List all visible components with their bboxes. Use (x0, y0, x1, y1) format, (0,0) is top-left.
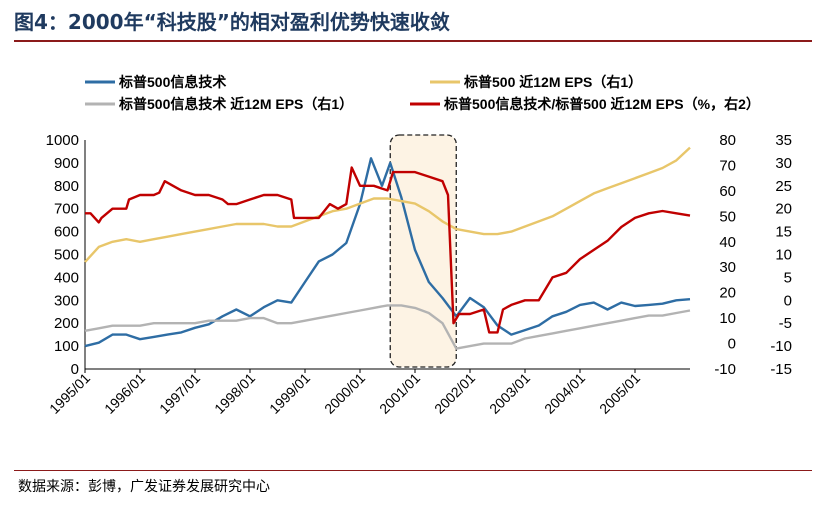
x-tick-label: 2005/01 (596, 370, 643, 417)
y-right1-tick-label: 60 (719, 183, 736, 200)
y-left-tick-label: 200 (54, 315, 79, 332)
series-line-4 (85, 166, 691, 334)
title-divider (14, 40, 812, 42)
x-tick-label: 2003/01 (486, 370, 533, 417)
y-right2-tick-label: 30 (775, 155, 792, 172)
y-left-tick-label: 600 (54, 224, 79, 241)
y-right1-tick-label: 80 (719, 132, 736, 149)
y-right1-tick-label: 70 (719, 157, 736, 174)
y-right2-tick-label: 5 (784, 269, 792, 286)
y-right2-tick-label: -5 (779, 315, 792, 332)
y-left-tick-label: 1000 (46, 132, 79, 149)
y-left-tick-label: 800 (54, 178, 79, 195)
y-right1-tick-label: 30 (719, 259, 736, 276)
legend-label-4: 标普500信息技术/标普500 近12M EPS（%，右2） (443, 96, 760, 112)
highlight-box (389, 134, 457, 368)
y-right2-tick-label: -15 (770, 361, 792, 378)
y-left-tick-label: 400 (54, 269, 79, 286)
x-tick-label: 2000/01 (321, 370, 368, 417)
y-left-tick-label: 500 (54, 247, 79, 264)
x-tick-label: 1995/01 (46, 370, 93, 417)
y-left-tick-label: 700 (54, 201, 79, 218)
series-line-1 (84, 157, 691, 348)
y-right2-tick-label: 0 (784, 292, 792, 309)
y-right2-tick-label: 25 (775, 178, 792, 195)
y-right1-tick-label: 20 (719, 285, 736, 302)
legend-label-1: 标普500信息技术 (118, 74, 226, 90)
source-divider (14, 470, 812, 471)
x-tick-label: 1997/01 (156, 370, 203, 417)
y-left-tick-label: 100 (54, 338, 79, 355)
series-line-2 (84, 146, 691, 263)
y-right1-tick-label: 10 (719, 310, 736, 327)
y-right2-tick-label: 10 (775, 247, 792, 264)
y-left-tick-label: 900 (54, 155, 79, 172)
chart-canvas: 01002003004005006007008009001000-1001020… (46, 74, 792, 417)
x-tick-label: 2004/01 (541, 370, 588, 417)
y-left-tick-label: 0 (71, 361, 79, 378)
x-tick-label: 1999/01 (266, 370, 313, 417)
y-right2-tick-label: 20 (775, 201, 792, 218)
y-right1-tick-label: 40 (719, 234, 736, 251)
x-tick-label: 2002/01 (431, 370, 478, 417)
y-right2-tick-label: -10 (770, 338, 792, 355)
source-note: 数据来源：彭博，广发证券发展研究中心 (18, 479, 270, 495)
x-tick-label: 1998/01 (211, 370, 258, 417)
y-right1-tick-label: -10 (714, 361, 736, 378)
x-tick-label: 2001/01 (376, 370, 423, 417)
chart-title: 图4：2000年“科技股”的相对盈利优势快速收敛 (14, 10, 450, 34)
y-right1-tick-label: 50 (719, 208, 736, 225)
legend-label-2: 标普500 近12M EPS（右1） (463, 74, 642, 90)
y-right1-tick-label: 0 (728, 336, 736, 353)
y-right2-tick-label: 35 (775, 132, 792, 149)
y-right2-tick-label: 15 (775, 224, 792, 241)
y-left-tick-label: 300 (54, 292, 79, 309)
x-tick-label: 1996/01 (101, 370, 148, 417)
legend-label-3: 标普500信息技术 近12M EPS（右1） (118, 96, 353, 112)
series-line-3 (84, 304, 691, 350)
